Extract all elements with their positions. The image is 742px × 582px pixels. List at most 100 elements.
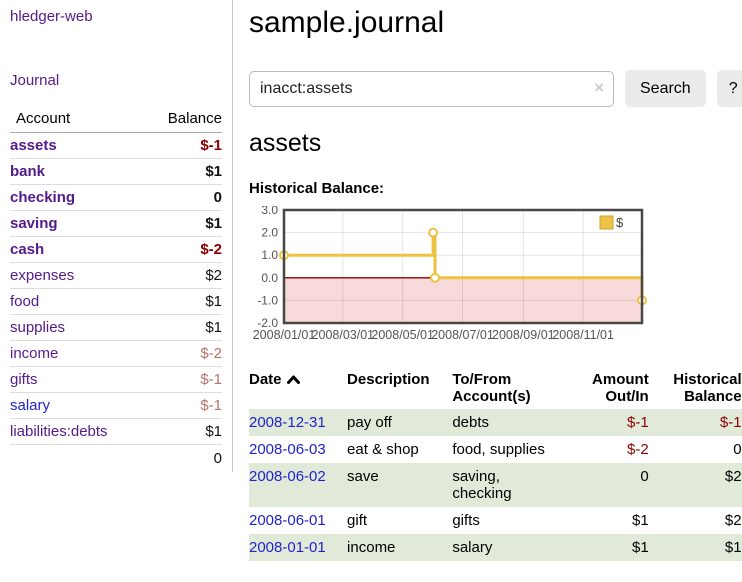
account-row: cash $-2 [10, 236, 222, 263]
search-box: × [249, 70, 614, 107]
transaction-description: gift [347, 512, 368, 529]
transaction-description: pay off [347, 414, 392, 431]
x-tick-label: 2008/09/01 [492, 328, 555, 342]
transaction-description: income [347, 539, 396, 556]
register-row: 2008-06-02 save saving, checking 0 $2 [249, 463, 742, 507]
account-row: bank $1 [10, 158, 222, 185]
account-heading: assets [249, 129, 322, 157]
account-link[interactable]: liabilities:debts [10, 423, 108, 440]
accounts-total-row: 0 [10, 444, 222, 472]
account-link[interactable]: salary [10, 397, 51, 414]
account-row: liabilities:debts $1 [10, 418, 222, 445]
hledger-web-app: hledger-web Journal Account Balance asse… [0, 0, 742, 561]
account-column-header: Account [10, 105, 147, 133]
transaction-amount: $1 [632, 539, 649, 556]
account-link[interactable]: cash [10, 241, 45, 258]
register-header-date[interactable]: Date [249, 367, 347, 409]
transaction-amount: $-2 [627, 441, 649, 458]
main-content: sample.journal × Search ? assets Histori… [233, 0, 742, 561]
account-link[interactable]: saving [10, 215, 58, 232]
sort-ascending-icon [286, 375, 300, 384]
transaction-description: save [347, 468, 379, 485]
x-tick-label: 2008/01/01 [253, 328, 316, 342]
account-balance: 0 [146, 184, 222, 211]
search-bar: × Search ? [249, 70, 742, 107]
account-balance: $-1 [146, 132, 222, 159]
register-header-balance[interactable]: Historical Balance [673, 371, 742, 405]
register-header-row: Date Description To/From Account(s) Amou… [249, 367, 742, 409]
account-row: gifts $-1 [10, 366, 222, 393]
transaction-date-link[interactable]: 2008-06-03 [249, 441, 326, 458]
account-balance: $-2 [146, 236, 222, 263]
account-link[interactable]: assets [10, 137, 57, 154]
account-balance: $-2 [146, 340, 222, 367]
transaction-accounts: salary [452, 539, 493, 556]
help-button[interactable]: ? [716, 70, 742, 107]
account-row: checking 0 [10, 184, 222, 211]
account-row: income $-2 [10, 340, 222, 367]
data-point-marker [428, 227, 439, 238]
account-link[interactable]: income [10, 345, 59, 362]
transaction-amount: $1 [632, 512, 649, 529]
transaction-accounts: gifts [452, 512, 480, 529]
transaction-balance: 0 [733, 441, 742, 458]
account-balance: $1 [146, 158, 222, 185]
balance-column-header: Balance [146, 105, 222, 133]
account-balance: $-1 [146, 366, 222, 393]
x-tick-label: 2008/11/01 [552, 328, 614, 342]
account-link[interactable]: expenses [10, 267, 75, 284]
clear-search-icon[interactable]: × [594, 77, 604, 97]
account-balance: $2 [146, 262, 222, 289]
legend-label: $ [616, 215, 624, 230]
account-row: expenses $2 [10, 262, 222, 289]
register-header-description[interactable]: Description [347, 371, 430, 388]
transaction-date-link[interactable]: 2008-01-01 [249, 539, 326, 556]
x-tick-label: 2008/03/01 [312, 328, 375, 342]
transaction-accounts: saving, checking [452, 468, 512, 502]
account-balance: $1 [146, 210, 222, 237]
transaction-balance: $1 [724, 539, 742, 556]
register-header-accounts[interactable]: To/From Account(s) [452, 371, 531, 405]
accounts-table: Account Balance assets $-1 bank $1 checking 0… [10, 105, 222, 472]
account-link[interactable]: supplies [10, 319, 66, 336]
transaction-amount: $-1 [627, 414, 649, 431]
transaction-date-link[interactable]: 2008-12-31 [249, 414, 326, 431]
account-link[interactable]: gifts [10, 371, 38, 388]
search-input[interactable] [249, 70, 614, 107]
account-balance: $1 [146, 418, 222, 445]
legend-swatch [599, 215, 614, 230]
y-tick-label: 0.0 [261, 271, 278, 285]
account-row: saving $1 [10, 210, 222, 237]
transaction-amount: 0 [640, 468, 649, 485]
account-row: supplies $1 [10, 314, 222, 341]
register-row: 2008-06-03 eat & shop food, supplies $-2 0 [249, 436, 742, 463]
account-row: assets $-1 [10, 132, 222, 159]
account-row: salary $-1 [10, 392, 222, 419]
register-row: 2008-06-01 gift gifts $1 $2 [249, 507, 742, 534]
account-link[interactable]: food [10, 293, 40, 310]
account-link[interactable]: checking [10, 189, 76, 206]
transaction-accounts: food, supplies [452, 441, 545, 458]
x-tick-label: 2008/05/01 [371, 328, 434, 342]
sidebar: hledger-web Journal Account Balance asse… [0, 0, 233, 472]
transaction-date-link[interactable]: 2008-06-01 [249, 512, 326, 529]
account-balance: $1 [146, 288, 222, 315]
register-table: Date Description To/From Account(s) Amou… [249, 367, 742, 561]
sidebar-item-journal[interactable]: Journal [10, 72, 60, 89]
account-balance: $1 [146, 314, 222, 341]
transaction-balance: $-1 [719, 414, 742, 431]
plot-border [282, 208, 644, 325]
account-row: food $1 [10, 288, 222, 315]
accounts-table-header: Account Balance [10, 105, 222, 133]
register-header-amount[interactable]: Amount Out/In [592, 371, 649, 405]
app-title-link[interactable]: hledger-web [10, 8, 93, 25]
negative-region [284, 277, 642, 323]
chart-heading: Historical Balance: [249, 180, 385, 197]
transaction-date-link[interactable]: 2008-06-02 [249, 468, 326, 485]
search-button[interactable]: Search [625, 70, 706, 107]
transaction-description: eat & shop [347, 441, 419, 458]
account-link[interactable]: bank [10, 163, 46, 180]
transaction-balance: $2 [724, 512, 742, 529]
data-point-marker [430, 272, 441, 283]
accounts-total-balance: 0 [146, 444, 222, 472]
